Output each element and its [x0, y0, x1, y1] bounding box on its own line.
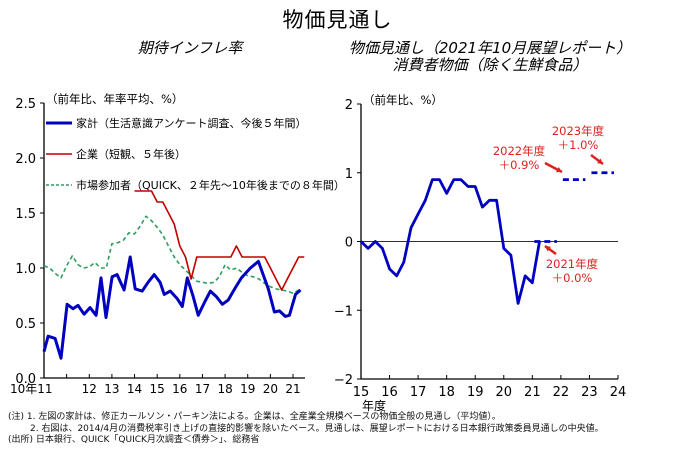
note-2: 2. 右図は、2014/4月の消費税率引き上げの直接的影響を除いたベース。見通し…	[30, 423, 604, 434]
y-tick-label: 0	[345, 236, 353, 251]
y-tick-label: 2.0	[15, 152, 36, 167]
x-tick-label: 10年11	[10, 382, 53, 396]
x-tick-label: 22	[553, 385, 570, 400]
x-axis-label: 年度	[362, 398, 386, 413]
y-tick-label: 1.0	[15, 262, 36, 277]
x-tick-label: 24	[610, 385, 627, 400]
note-1: (注) 1. 左図の家計は、修正カールソン・パーキン法による。企業は、全産業全規…	[8, 412, 501, 422]
y-tick-label: 1.5	[15, 207, 36, 222]
x-tick-label: 13	[104, 382, 119, 396]
x-tick-label: 20	[496, 385, 513, 400]
annotation-arrowhead	[545, 246, 551, 252]
x-tick-label: 15	[150, 382, 165, 396]
x-tick-label: 17	[410, 385, 427, 400]
x-tick-label: 19	[240, 382, 255, 396]
legend-label: 企業（短観、５年後）	[76, 147, 186, 161]
series-line-household	[42, 255, 302, 360]
annotation-year: 2022年度	[493, 144, 546, 158]
x-tick-label: 21	[524, 385, 541, 400]
right-chart: −2 −1 0 1 2 15 16 17 18 19 20 21 22 23 24 （前年比、%） 年度 2021…	[334, 93, 626, 413]
series-line-actual	[360, 178, 541, 305]
y-tick-label: 0.5	[15, 317, 36, 332]
source-note: (出所) 日本銀行、QUICK「QUICK月次調査＜債券＞」、総務省	[8, 435, 260, 445]
left-chart: 0.0 0.5 1.0 1.5 2.0 2.5 10年11 12 13 14 15 16 17 18 19 2…	[10, 92, 345, 396]
x-tick-label: 16	[381, 385, 398, 400]
right-chart-title-line1: 物価見通し（2021年10月展望レポート）	[348, 39, 632, 57]
right-chart-title-line2: 消費者物価（除く生鮮食品）	[392, 56, 588, 74]
x-tick-label: 16	[172, 382, 187, 396]
footnotes: (注) 1. 左図の家計は、修正カールソン・パーキン法による。企業は、全産業全規…	[8, 412, 604, 447]
x-tick-label: 15	[353, 385, 370, 400]
annotation-year: 2021年度	[546, 257, 599, 271]
y-tick-label: −2	[334, 373, 353, 388]
annotation-arrowhead	[597, 158, 603, 164]
legend-label: 家計（生活意識アンケート調査、今後５年間）	[76, 116, 307, 130]
annotation-value: ＋0.9%	[499, 158, 540, 172]
y-axis-unit-label: （前年比、%）	[363, 93, 443, 107]
x-tick-label: 12	[82, 382, 97, 396]
y-tick-label: 2	[345, 98, 353, 113]
series-line-market	[43, 215, 300, 295]
y-tick-label: 1	[345, 167, 353, 182]
x-tick-label: 21	[285, 382, 300, 396]
y-tick-label: 0.0	[15, 372, 36, 387]
series-line-firms	[134, 190, 305, 291]
page-title: 物価見通し	[282, 8, 393, 32]
annotation-arrowhead	[556, 166, 562, 173]
x-tick-label: 18	[217, 382, 232, 396]
left-chart-title: 期待インフレ率	[137, 39, 243, 57]
legend-label: 市場参加者（QUICK、２年先～10年後までの８年間）	[76, 178, 345, 192]
y-axis-unit-label: （前年比、年率平均、%）	[46, 92, 183, 106]
right-chart-title: 物価見通し（2021年10月展望レポート） 消費者物価（除く生鮮食品）	[320, 40, 660, 74]
y-tick-label: −1	[334, 304, 353, 319]
x-tick-label: 14	[127, 382, 142, 396]
annotation-value: ＋0.0%	[552, 271, 593, 285]
x-tick-label: 17	[195, 382, 210, 396]
x-tick-label: 23	[581, 385, 598, 400]
annotation-year: 2023年度	[552, 124, 605, 138]
annotation-value: ＋1.0%	[558, 138, 599, 152]
y-tick-label: 2.5	[15, 97, 36, 112]
x-tick-label: 18	[438, 385, 455, 400]
x-tick-label: 20	[263, 382, 278, 396]
x-tick-label: 19	[467, 385, 484, 400]
